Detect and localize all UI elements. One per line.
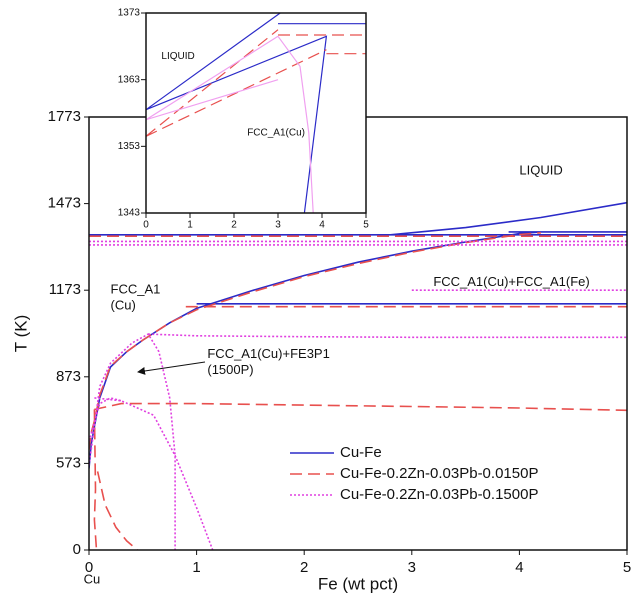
x-tick-label: 2 <box>231 220 237 231</box>
y-tick-label: 873 <box>56 368 81 385</box>
y-tick-label: 1363 <box>118 74 141 85</box>
series-line <box>89 201 627 469</box>
annotation: FCC_A1 <box>111 282 161 297</box>
x-tick-label: 2 <box>300 559 308 576</box>
x-tick-label: 0 <box>85 559 93 576</box>
series-line <box>146 12 366 214</box>
annotation: FCC_A1(Cu)+FCC_A1(Fe) <box>433 274 589 289</box>
series-line <box>146 35 314 214</box>
annotation: LIQUID <box>161 51 194 62</box>
main-plot: 0 1 2 3 4 5 0 573 873 1173 1473 1773 LIQUID FCC_A1(Cu… <box>11 108 631 594</box>
y-tick-label: 573 <box>56 454 81 471</box>
frame <box>88 116 628 551</box>
x-tick-label: 1 <box>187 220 193 231</box>
series-line <box>89 240 627 551</box>
x-tick-label: 5 <box>363 220 369 231</box>
legend-label: Cu-Fe-0.2Zn-0.03Pb-0.1500P <box>340 486 538 503</box>
legend-label: Cu-Fe-0.2Zn-0.03Pb-0.0150P <box>340 465 538 482</box>
y-axis-label: T (K) <box>11 315 30 352</box>
y-tick-label: 1173 <box>49 281 81 298</box>
y-tick-label: 1373 <box>118 8 141 19</box>
y-tick-label: 1353 <box>118 141 141 152</box>
annotation: (Cu) <box>111 298 136 313</box>
annotation: FCC_A1(Cu) <box>247 128 305 139</box>
x-tick-label: 3 <box>408 559 416 576</box>
annotation: LIQUID <box>519 163 562 178</box>
y-tick-label: 1343 <box>118 208 141 219</box>
x-tick-label: 3 <box>275 220 281 231</box>
y-tick-label: 1473 <box>48 195 81 212</box>
x-tick-label: 4 <box>319 220 325 231</box>
annotation: FCC_A1(Cu)+FE3P1 <box>207 346 329 361</box>
x-tick-label: 0 <box>143 220 149 231</box>
annotation: Cu <box>84 572 101 587</box>
x-axis-label: Fe (wt pct) <box>318 574 398 593</box>
x-tick-label: 4 <box>515 559 523 576</box>
series-line <box>146 29 366 137</box>
annotation: (1500P) <box>207 362 253 377</box>
series-line <box>89 232 627 551</box>
inset-plot: 0 1 2 3 4 5 1343 1353 1363 1373 LIQUID FCC_A1(Cu) <box>118 8 369 231</box>
x-tick-label: 5 <box>623 559 631 576</box>
frame <box>145 12 367 214</box>
x-tick-label: 1 <box>192 559 200 576</box>
arrow <box>137 361 206 375</box>
y-tick-label: 1773 <box>48 108 81 125</box>
y-tick-label: 0 <box>73 541 81 558</box>
inset-background <box>146 13 366 213</box>
legend-label: Cu-Fe <box>340 444 382 461</box>
